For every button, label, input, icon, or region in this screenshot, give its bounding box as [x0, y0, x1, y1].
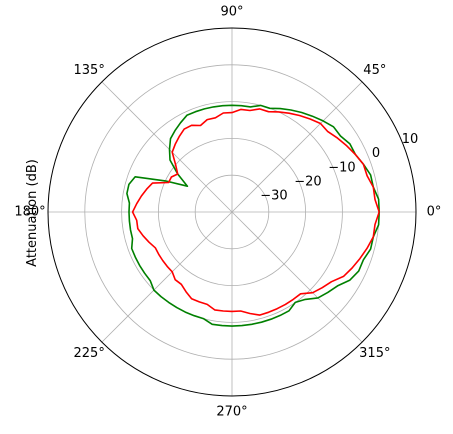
- y-axis-label: Attenuation (dB): [25, 159, 40, 267]
- theta-tick-label: 90°: [220, 5, 243, 20]
- r-tick-label: 10: [402, 132, 419, 147]
- series-line-2: [131, 108, 380, 316]
- theta-tick-label: 225°: [74, 346, 105, 361]
- theta-gridline: [101, 81, 233, 213]
- plot-boundary: [47, 27, 417, 397]
- series-line-1: [126, 104, 380, 327]
- theta-tick-label: 0°: [427, 205, 442, 220]
- r-tick-label: −10: [328, 160, 355, 175]
- theta-tick-label: 45°: [363, 63, 386, 78]
- r-tick-label: 0: [372, 146, 380, 161]
- grid-layer: [48, 28, 416, 396]
- theta-gridline: [231, 211, 363, 343]
- theta-gridline: [101, 211, 233, 343]
- r-tick-label: −20: [294, 174, 321, 189]
- theta-tick-label: 135°: [74, 63, 105, 78]
- r-gridline: [194, 174, 270, 250]
- theta-tick-label: 180°: [14, 205, 45, 220]
- label-layer: 0° 45° 90° 135° 180° 225° 270° 315° −30 −20 −10 0 10: [14, 5, 441, 420]
- r-tick-label: −30: [260, 188, 287, 203]
- r-gridline: [157, 137, 306, 286]
- theta-tick-label: 315°: [359, 346, 390, 361]
- series-layer: [126, 104, 380, 327]
- r-gridline: [121, 101, 343, 323]
- theta-tick-label: 270°: [216, 405, 247, 420]
- theta-gridline: [231, 81, 363, 213]
